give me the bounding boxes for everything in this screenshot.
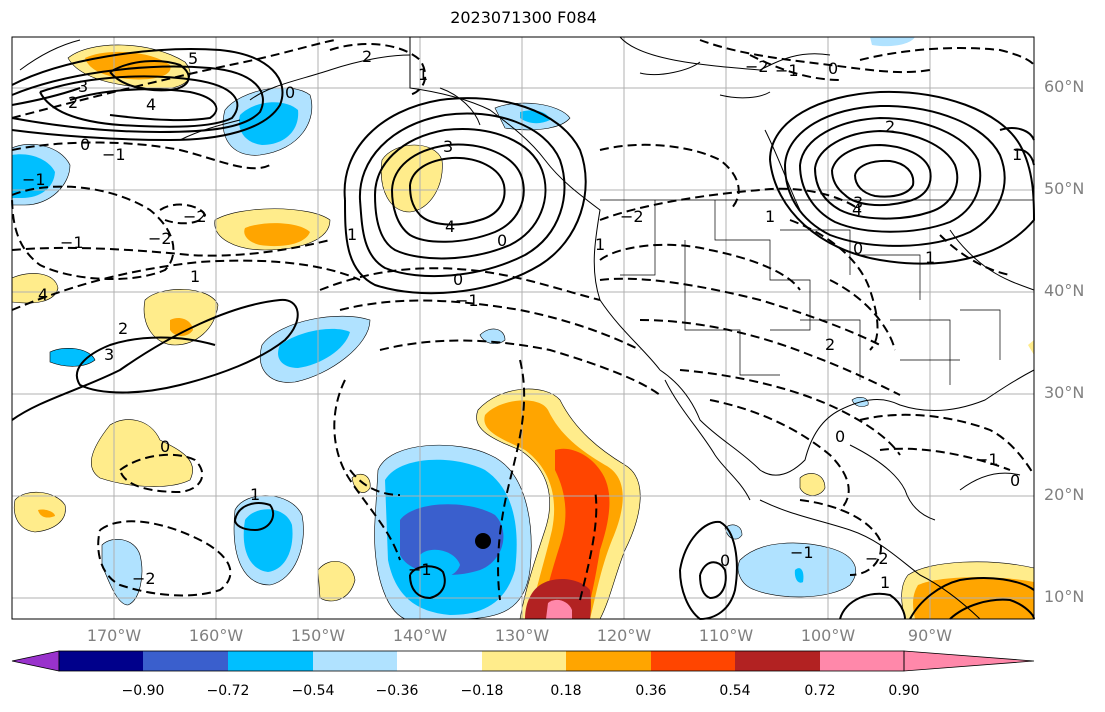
coastlines [19, 36, 1035, 620]
colorbar-label: −0.90 [121, 683, 165, 699]
contour-label: 1 [190, 267, 200, 286]
contour-label: 3 [78, 77, 88, 96]
colorbar-bin [228, 651, 313, 671]
colorbar-bin [735, 651, 820, 671]
contour-label: 2 [68, 93, 78, 112]
colorbar-extend-min [11, 650, 60, 672]
lat-tick: 60°N [1044, 77, 1085, 96]
contour-label: 2 [825, 335, 835, 354]
contour-label: −1 [790, 543, 814, 562]
lon-tick: 90°W [907, 626, 953, 645]
contour-label: 3 [443, 137, 453, 156]
contour-label-layer: 2 1 0 −1 −2 2 3 4 5 −1 4 3 1 0 0 −1 −2 1… [22, 47, 1022, 592]
colorbar-bin [313, 651, 397, 671]
contour-label: −1 [775, 61, 799, 80]
contour-label: 1 [925, 248, 935, 267]
contour-label: 5 [188, 49, 198, 68]
shading-layer [11, 37, 1035, 620]
map-panel: 2 1 0 −1 −2 2 3 4 5 −1 4 3 1 0 0 −1 −2 1… [11, 36, 1036, 621]
contour-label: 4 [146, 95, 156, 114]
contour-label: 2 [362, 47, 372, 66]
colorbar-label: −0.36 [375, 683, 419, 699]
contour-label: 1 [1012, 145, 1022, 164]
contour-label: 4 [852, 200, 862, 219]
contour-label: 0 [80, 135, 90, 154]
colorbar-label: 0.18 [550, 683, 582, 699]
contour-label: −1 [60, 233, 84, 252]
colorbar-bin [482, 651, 566, 671]
contour-label: −2 [745, 57, 769, 76]
lat-tick: 30°N [1044, 383, 1085, 402]
lon-tick: 100°W [800, 626, 856, 645]
contour-label: 0 [828, 59, 838, 78]
lat-tick: 40°N [1044, 281, 1085, 300]
lon-tick: 140°W [392, 626, 448, 645]
contour-label: 3 [853, 193, 863, 212]
lat-tick: 10°N [1044, 587, 1085, 606]
lon-tick: 150°W [290, 626, 346, 645]
colorbar-bin [820, 651, 904, 671]
contour-label: −1 [22, 170, 46, 189]
contour-label: −2 [132, 569, 156, 588]
colorbar-label: 0.36 [635, 683, 667, 699]
contour-label: 4 [38, 285, 48, 304]
contour-label: 3 [104, 345, 114, 364]
contour-label: 0 [453, 270, 463, 289]
colorbar-extend-max [903, 650, 1035, 672]
contour-label: −2 [148, 229, 172, 248]
lon-tick: 170°W [86, 626, 142, 645]
lat-tick: 20°N [1044, 485, 1085, 504]
lon-tick: 130°W [494, 626, 550, 645]
contour-label: 1 [250, 485, 260, 504]
colorbar [11, 650, 1035, 672]
contour-label: −2 [183, 207, 207, 226]
contour-label: −2 [620, 207, 644, 226]
colorbar-label: 0.54 [719, 683, 751, 699]
colorbar-bin [59, 651, 143, 671]
colorbar-bin [566, 651, 651, 671]
contour-label: 0 [160, 437, 170, 456]
colorbar-label: −0.54 [291, 683, 335, 699]
contour-label: 1 [765, 207, 775, 226]
map-title: 2023071300 F084 [450, 8, 597, 27]
colorbar-bin [651, 651, 735, 671]
contour-label: 0 [720, 551, 730, 570]
contour-label: −1 [408, 560, 432, 579]
contour-label: 0 [497, 231, 507, 250]
contour-label: 0 [285, 83, 295, 102]
lon-tick: 120°W [596, 626, 652, 645]
contour-label: 1 [595, 235, 605, 254]
negative-contours [11, 39, 1035, 601]
contour-label: −1 [455, 291, 479, 310]
lat-tick: 50°N [1044, 179, 1085, 198]
colorbar-label: 0.72 [804, 683, 836, 699]
contour-label: −1 [102, 145, 126, 164]
positive-contours [11, 48, 1036, 621]
contour-label: −1 [975, 450, 999, 469]
contour-label: 1 [880, 573, 890, 592]
contour-label: 1 [418, 65, 428, 84]
lon-tick: 110°W [698, 626, 754, 645]
colorbar-bin [397, 651, 482, 671]
colorbar-label: −0.18 [460, 683, 504, 699]
contour-label: −2 [865, 549, 889, 568]
contour-label: 2 [118, 319, 128, 338]
contour-label: 0 [1010, 471, 1020, 490]
graticule [12, 37, 1034, 619]
colorbar-outline [58, 650, 905, 672]
contour-label: 0 [853, 239, 863, 258]
colorbar-label: −0.72 [206, 683, 250, 699]
colorbar-bin [143, 651, 228, 671]
colorbar-label: 0.90 [888, 683, 920, 699]
contour-label: 2 [885, 117, 895, 136]
contour-label: 4 [445, 217, 455, 236]
contour-label: 1 [347, 225, 357, 244]
storm-marker [475, 533, 491, 549]
lon-tick: 160°W [188, 626, 244, 645]
contour-label: 0 [835, 427, 845, 446]
